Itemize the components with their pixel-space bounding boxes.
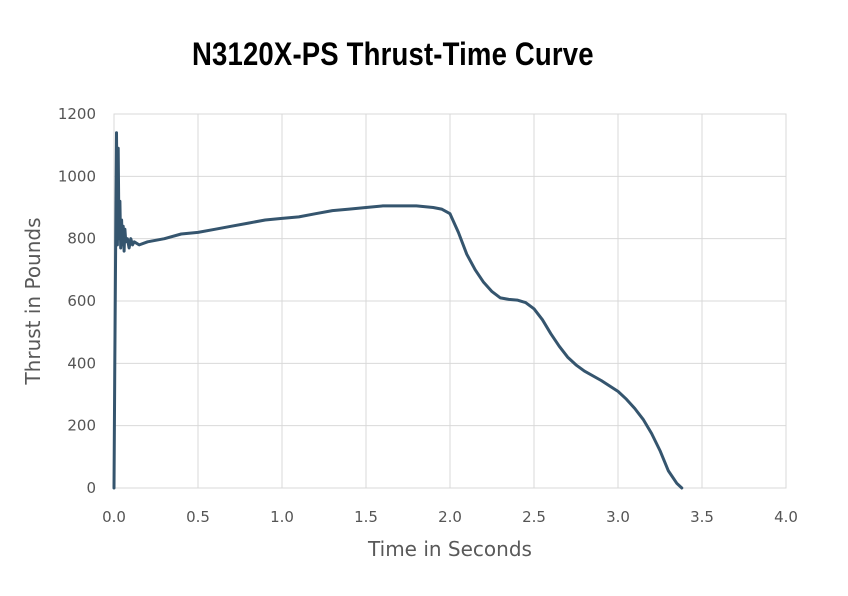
x-tick-labels: 0.0 0.5 1.0 1.5 2.0 2.5 3.0 3.5 4.0 (102, 508, 798, 526)
x-tick-label: 3.5 (690, 508, 714, 526)
x-axis-label: Time in Seconds (367, 537, 532, 561)
x-tick-label: 2.0 (438, 508, 462, 526)
y-tick-label: 400 (67, 354, 96, 372)
chart-title: N3120X-PS Thrust-Time Curve (191, 36, 594, 72)
y-tick-label: 800 (67, 230, 96, 248)
x-tick-label: 1.0 (270, 508, 294, 526)
gridlines (113, 113, 787, 489)
x-tick-label: 0.5 (186, 508, 210, 526)
y-tick-label: 600 (67, 292, 96, 310)
x-tick-label: 2.5 (522, 508, 546, 526)
y-axis-label: Thrust in Pounds (21, 217, 45, 385)
x-tick-label: 1.5 (354, 508, 378, 526)
y-tick-label: 1000 (58, 167, 96, 185)
y-tick-label: 200 (67, 417, 96, 435)
y-tick-labels: 0 200 400 600 800 1000 1200 (58, 105, 96, 497)
x-tick-label: 3.0 (606, 508, 630, 526)
x-tick-label: 0.0 (102, 508, 126, 526)
y-tick-label: 1200 (58, 105, 96, 123)
x-tick-label: 4.0 (774, 508, 798, 526)
y-tick-label: 0 (86, 479, 96, 497)
series-line (112, 131, 684, 490)
